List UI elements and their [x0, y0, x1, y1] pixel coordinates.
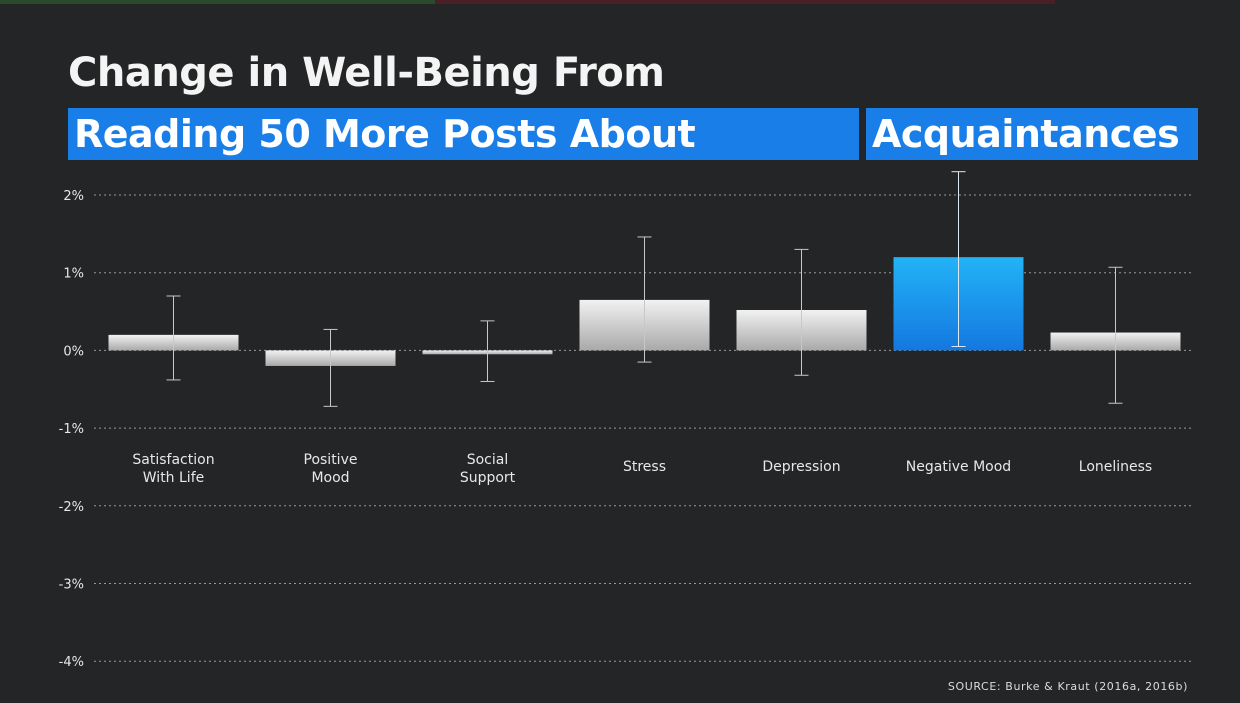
source-note: SOURCE: Burke & Kraut (2016a, 2016b)	[947, 680, 1188, 693]
y-tick-label: -4%	[59, 655, 84, 670]
category-label: Satisfaction	[132, 452, 214, 468]
y-tick-label: -3%	[59, 578, 84, 593]
category-label: Support	[460, 470, 516, 486]
top-accent-green	[0, 0, 435, 4]
category-label: Social	[467, 452, 509, 468]
y-tick-label: -1%	[59, 422, 84, 437]
category-label: Stress	[623, 459, 666, 475]
category-label: Depression	[762, 459, 840, 475]
category-label: Negative Mood	[906, 459, 1011, 475]
y-tick-label: 0%	[63, 344, 84, 359]
top-accent-bar	[0, 0, 1240, 4]
category-label: With Life	[143, 470, 204, 486]
title-highlight-1: Reading 50 More Posts About	[68, 108, 859, 160]
title-highlight-2: Acquaintances	[866, 108, 1198, 160]
y-tick-label: 1%	[63, 267, 84, 282]
top-accent-red	[435, 0, 1055, 4]
category-labels: Satisfaction With Life Positive Mood Social S…	[132, 452, 1152, 486]
category-label: Positive	[304, 452, 358, 468]
category-label: Loneliness	[1079, 459, 1152, 475]
category-label: Mood	[311, 470, 349, 486]
y-tick-label: -2%	[59, 500, 84, 515]
error-bars	[166, 171, 1123, 407]
y-tick-label: 2%	[63, 189, 84, 204]
chart-title: Change in Well-Being From	[68, 50, 665, 96]
